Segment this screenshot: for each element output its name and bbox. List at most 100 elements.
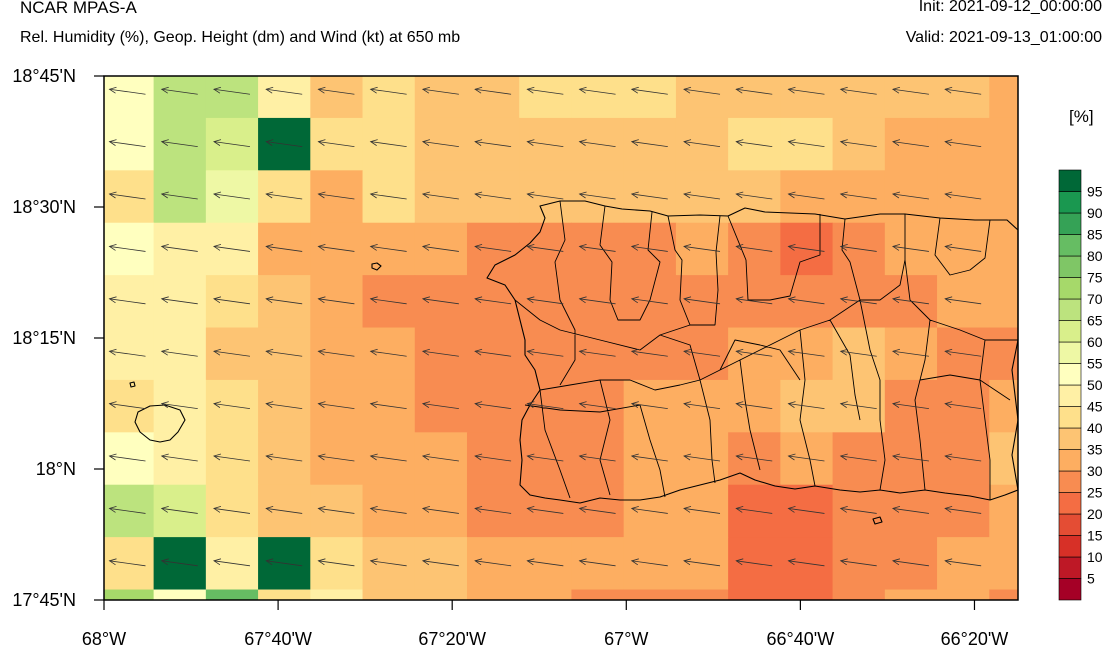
wind-arrow — [369, 401, 407, 410]
wind-arrow — [735, 506, 773, 514]
rh-cell — [728, 76, 781, 119]
wind-arrow — [108, 453, 146, 462]
wind-arrow — [474, 558, 512, 567]
wind-arrow — [944, 453, 982, 462]
wind-arrow — [108, 139, 146, 148]
wind-arrow — [421, 558, 459, 567]
wind-arrow — [474, 506, 512, 514]
wind-arrow — [578, 296, 616, 305]
wind-arrow — [578, 401, 616, 410]
wind-arrow — [578, 348, 616, 357]
wind-arrow — [944, 296, 982, 305]
wind-arrow — [213, 244, 251, 252]
wind-arrow — [526, 558, 564, 567]
wind-arrow — [160, 506, 198, 514]
rh-cell — [310, 76, 364, 119]
wind-arrow — [839, 453, 877, 462]
wind-arrow — [891, 348, 929, 357]
rh-cell — [362, 76, 416, 119]
wind-arrow — [787, 139, 825, 148]
small-islet — [872, 516, 883, 525]
wind-arrow — [683, 348, 721, 357]
x-tick-label: 66°20'W — [941, 629, 1009, 647]
wind-arrow — [474, 191, 512, 200]
colorbar-tick-label: 90 — [1087, 205, 1103, 221]
init-time-label: Init: 2021-09-12_00:00:00 — [918, 0, 1102, 15]
rh-cell — [153, 589, 207, 601]
wind-arrow — [421, 506, 459, 514]
rh-cell — [205, 589, 259, 601]
colorbar-swatch — [1058, 234, 1082, 257]
rh-cell — [623, 76, 677, 119]
wind-arrow — [474, 244, 512, 252]
y-tick-label: 18°45'N — [12, 66, 76, 86]
x-tick-label: 67°20'W — [418, 629, 486, 647]
wind-arrow — [265, 139, 303, 148]
colorbar-swatch — [1058, 320, 1082, 343]
wind-arrow — [265, 296, 303, 305]
wind-arrow — [839, 348, 877, 357]
wind-arrow — [891, 296, 929, 305]
wind-arrow — [108, 296, 146, 305]
wind-arrow — [630, 191, 668, 200]
wind-arrow — [735, 348, 773, 357]
wind-arrow — [839, 558, 877, 567]
wind-arrow — [944, 244, 982, 252]
rh-cell — [675, 589, 729, 601]
wind-arrow — [891, 506, 929, 514]
rh-cell — [310, 589, 364, 601]
colorbar-tick-label: 95 — [1087, 184, 1103, 200]
wind-arrow — [787, 401, 825, 410]
rh-cell — [205, 76, 259, 119]
rh-cell — [780, 589, 834, 601]
colorbar-swatch — [1058, 341, 1082, 364]
rh-cell — [519, 76, 572, 119]
colorbar-tick-label: 20 — [1087, 506, 1103, 522]
colorbar-swatch — [1058, 449, 1082, 472]
wind-arrow — [839, 86, 877, 95]
wind-arrow — [787, 191, 825, 200]
colorbar-swatch — [1058, 578, 1082, 601]
wind-arrow — [317, 296, 355, 305]
rh-cell — [414, 76, 468, 119]
wind-arrow — [369, 296, 407, 305]
wind-arrow — [421, 86, 459, 95]
x-tick-label: 68°W — [82, 629, 126, 647]
wind-arrow — [735, 296, 773, 305]
rh-cell — [414, 589, 468, 601]
wind-arrow — [474, 296, 512, 305]
colorbar-tick-label: 60 — [1087, 334, 1103, 350]
wind-arrow — [839, 506, 877, 514]
colorbar-swatch — [1058, 427, 1082, 450]
chart-subtitle: Rel. Humidity (%), Geop. Height (dm) and… — [20, 29, 461, 46]
wind-arrow — [474, 401, 512, 410]
wind-arrow — [630, 86, 668, 95]
rh-cell — [571, 589, 625, 601]
wind-arrow — [369, 86, 407, 95]
colorbar-swatch — [1058, 470, 1082, 493]
rh-cell — [989, 117, 1019, 171]
wind-arrow — [891, 244, 929, 252]
wind-arrow — [683, 139, 721, 148]
colorbar-tick-label: 55 — [1087, 356, 1103, 372]
colorbar-tick-label: 45 — [1087, 399, 1103, 415]
wind-arrow — [369, 191, 407, 200]
wind-arrow — [421, 401, 459, 410]
wind-arrow — [265, 558, 303, 567]
wind-arrow — [578, 558, 616, 567]
x-tick-label: 67°40'W — [244, 629, 312, 647]
rh-cell — [466, 589, 520, 601]
wind-arrow — [160, 296, 198, 305]
wind-arrow — [735, 139, 773, 148]
colorbar-unit-label: [%] — [1069, 107, 1094, 126]
wind-arrow — [944, 401, 982, 410]
wind-arrow — [369, 139, 407, 148]
x-tick-label: 67°W — [604, 629, 648, 647]
wind-arrow — [944, 506, 982, 514]
colorbar-swatch — [1058, 363, 1082, 386]
y-tick-label: 18°30'N — [12, 197, 76, 217]
rh-cell — [466, 76, 520, 119]
wind-arrow — [578, 86, 616, 95]
wind-arrow — [265, 453, 303, 462]
